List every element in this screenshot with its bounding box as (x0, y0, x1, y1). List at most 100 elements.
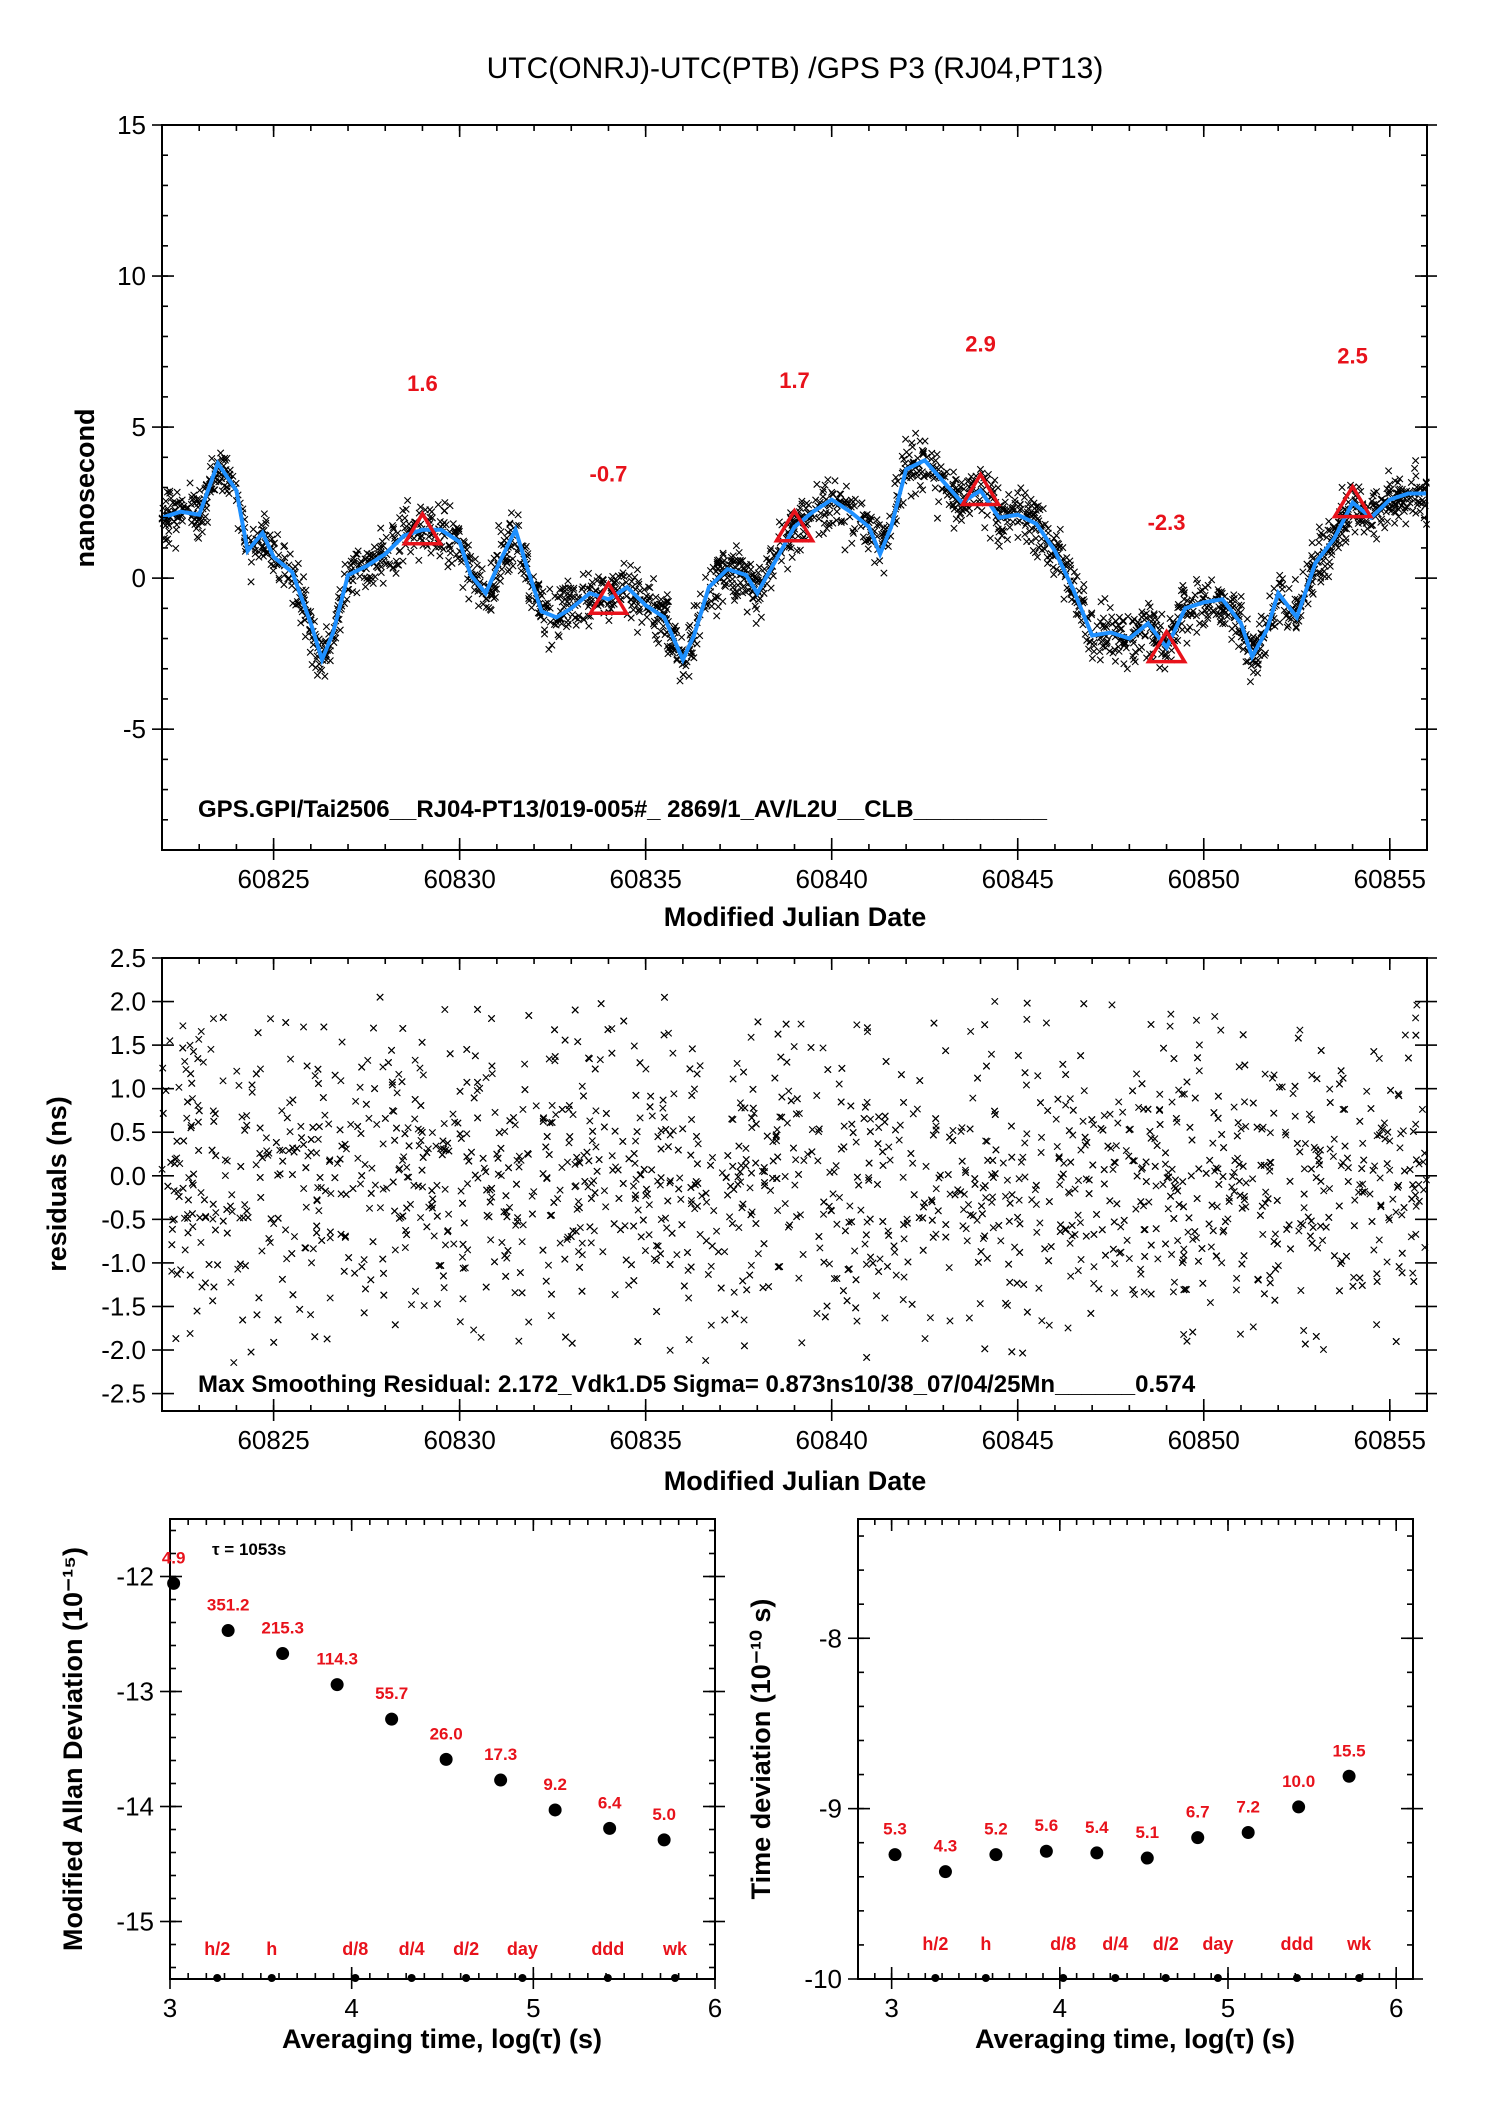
scatter-point (707, 1262, 715, 1270)
scatter-point (748, 1123, 756, 1132)
scatter-point (945, 1263, 953, 1272)
scatter-point (322, 623, 331, 631)
scatter-point (236, 1214, 244, 1222)
scatter-point (1077, 1255, 1085, 1264)
scatter-point (1164, 1205, 1172, 1213)
scatter-point (676, 677, 684, 685)
scatter-point (589, 1127, 597, 1135)
scatter-point (202, 1213, 210, 1222)
plot-frame (161, 124, 1428, 851)
scatter-point (1066, 1095, 1074, 1103)
scatter-point (685, 1294, 693, 1302)
scatter-point (769, 1174, 777, 1182)
scatter-point (498, 1238, 506, 1247)
scatter-point (543, 1174, 551, 1183)
scatter-point (183, 1114, 191, 1122)
scatter-point (600, 1187, 609, 1195)
scatter-point (385, 560, 393, 568)
scatter-point (434, 501, 442, 509)
scatter-point (1011, 496, 1019, 504)
scatter-point (1020, 1280, 1028, 1289)
scatter-point (815, 530, 823, 539)
scatter-point (207, 1045, 215, 1053)
scatter-point (1186, 1123, 1194, 1131)
scatter-point (188, 1079, 196, 1087)
scatter-point (1016, 1220, 1024, 1228)
scatter-point (358, 1263, 366, 1271)
scatter-point (274, 1214, 282, 1222)
scatter-point (357, 557, 365, 565)
scatter-point (907, 492, 915, 500)
scatter-point (721, 1316, 729, 1324)
scatter-point (1316, 1222, 1325, 1230)
x-tick-label: 60840 (796, 864, 868, 894)
x-tick-label: 60855 (1354, 864, 1426, 894)
scatter-point (565, 1101, 573, 1110)
scatter-point (882, 1057, 890, 1066)
scatter-point (997, 1237, 1005, 1245)
scatter-point (514, 511, 522, 519)
scatter-point (488, 1070, 496, 1078)
scatter-point (1158, 650, 1166, 658)
scatter-point (352, 1097, 360, 1105)
scatter-point (652, 593, 660, 601)
scatter-point (1047, 1242, 1055, 1251)
scatter-point (353, 589, 361, 597)
scatter-point (1355, 483, 1363, 491)
scatter-point (352, 550, 360, 558)
scatter-point (1304, 1213, 1312, 1221)
scatter-point (178, 517, 187, 525)
scatter-point (1005, 1260, 1013, 1268)
scatter-point (899, 1296, 907, 1304)
scatter-point (459, 1295, 467, 1303)
scatter-point (1161, 665, 1169, 673)
scatter-point (505, 1203, 514, 1211)
scatter-point (735, 1223, 743, 1232)
scatter-point (1052, 1115, 1060, 1123)
scatter-point (439, 1272, 448, 1280)
scatter-point (1209, 1227, 1217, 1235)
scatter-point (384, 1058, 393, 1067)
raw-scatter-points (158, 429, 1431, 686)
scatter-point (1271, 1265, 1280, 1273)
scatter-point (299, 1140, 308, 1149)
scatter-point (981, 524, 989, 532)
scatter-point (919, 447, 928, 455)
scatter-point (1069, 1131, 1077, 1139)
scatter-point (172, 544, 180, 552)
scatter-point (428, 1129, 436, 1137)
scatter-point (1236, 1330, 1245, 1338)
scatter-point (1395, 1263, 1403, 1271)
scatter-point (294, 559, 302, 568)
scatter-point (787, 544, 795, 552)
scatter-point (1375, 1236, 1383, 1244)
scatter-point (200, 1196, 209, 1204)
scatter-point (977, 1248, 985, 1256)
scatter-point (592, 1107, 600, 1115)
scatter-point (1381, 524, 1389, 532)
scatter-point (1166, 1022, 1174, 1030)
y-tick-label: -0.5 (101, 1204, 146, 1234)
scatter-point (420, 1301, 428, 1310)
scatter-point (641, 1247, 650, 1255)
scatter-point (853, 1317, 861, 1325)
scatter-point (297, 1122, 305, 1130)
scatter-point (162, 497, 170, 505)
scatter-point (1166, 1192, 1175, 1200)
scatter-point (1129, 639, 1138, 647)
scatter-point (973, 1216, 981, 1224)
scatter-point (266, 531, 274, 539)
scatter-point (1156, 664, 1164, 672)
scatter-point (471, 1052, 479, 1060)
scatter-point (1161, 1149, 1170, 1157)
scatter-point (730, 596, 739, 604)
scatter-point (694, 1140, 702, 1148)
scatter-point (1326, 1098, 1334, 1107)
scatter-point (401, 1243, 409, 1252)
scatter-point (920, 473, 928, 481)
scatter-point (1356, 1117, 1364, 1125)
scatter-point (989, 1156, 997, 1165)
scatter-point (1355, 517, 1363, 525)
scatter-point (186, 479, 194, 487)
scatter-point (389, 523, 397, 532)
